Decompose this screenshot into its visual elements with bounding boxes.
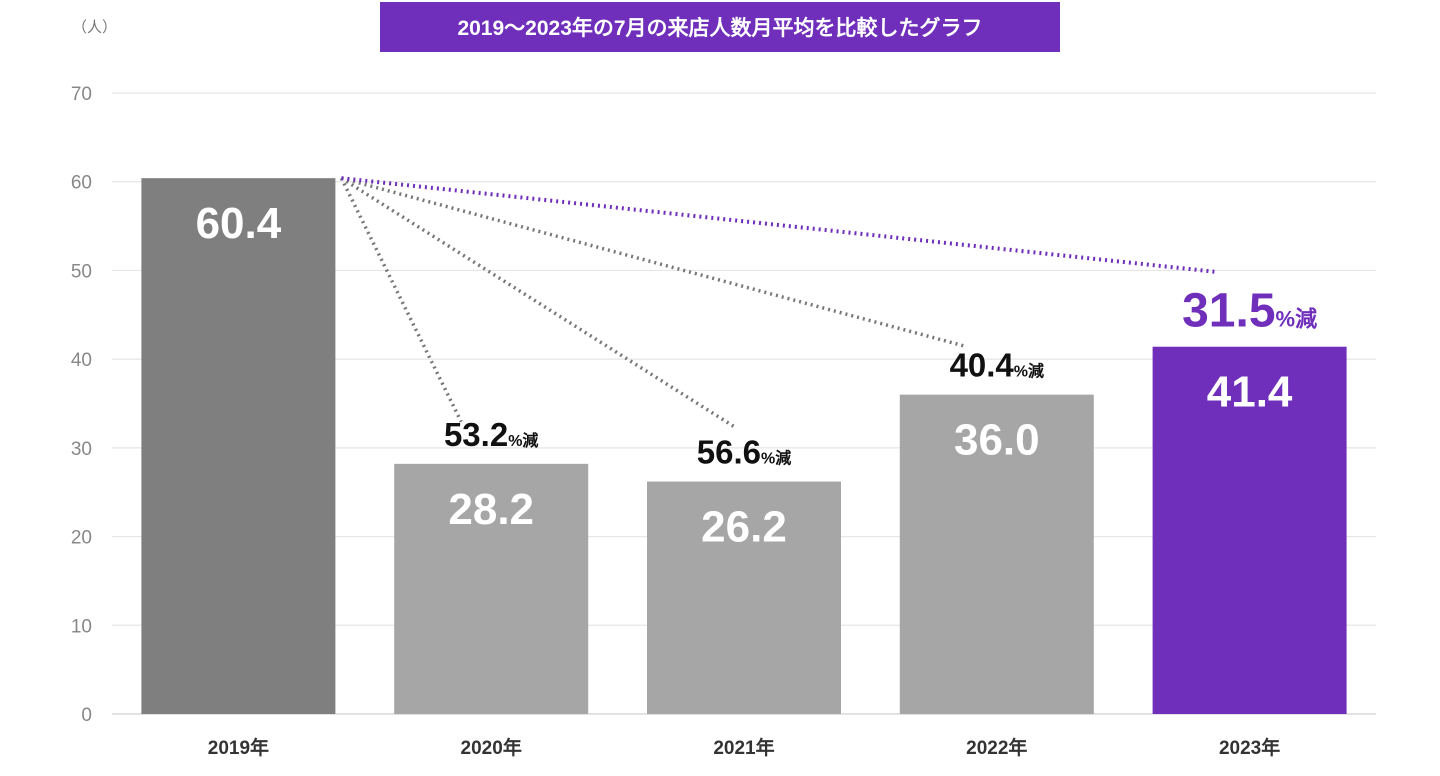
x-tick-label: 2020年	[461, 736, 522, 759]
bar-2019年	[141, 178, 336, 714]
y-tick-label-10: 10	[71, 616, 92, 637]
x-tick-label: 2021年	[713, 736, 774, 759]
decrease-percent-unit: %減	[761, 449, 791, 468]
decrease-percent-unit: %減	[1014, 362, 1044, 381]
comparison-line-2022年	[340, 176, 968, 349]
chart-title: 2019～2023年の7月の来店人数月平均を比較したグラフ	[380, 2, 1060, 52]
y-tick-label-0: 0	[81, 705, 92, 726]
decrease-percent-unit: %減	[1276, 307, 1318, 332]
comparison-line-2023年	[341, 176, 1215, 274]
y-axis-unit-label: （人）	[72, 19, 118, 36]
decrease-percent-value: 56.6	[697, 434, 761, 471]
decrease-annotation: 53.2%減	[444, 416, 538, 453]
y-tick-label-70: 70	[71, 84, 92, 105]
y-tick-label-50: 50	[71, 261, 92, 282]
decrease-percent-value: 40.4	[950, 347, 1015, 384]
decrease-percent-unit: %減	[508, 431, 538, 450]
y-tick-label-20: 20	[71, 528, 92, 549]
y-tick-label-30: 30	[71, 439, 92, 460]
bar-value-label: 36.0	[954, 416, 1040, 465]
x-tick-label: 2023年	[1219, 736, 1280, 759]
comparison-line-2020年	[339, 177, 463, 423]
bar-2023年	[1152, 346, 1347, 714]
y-tick-label-60: 60	[71, 173, 92, 194]
bar-value-label: 60.4	[196, 199, 282, 248]
decrease-annotation: 40.4%減	[950, 347, 1044, 384]
bar-2022年	[899, 394, 1094, 714]
decrease-percent-value: 53.2	[444, 416, 508, 453]
decrease-annotation: 31.5%減	[1182, 285, 1317, 338]
bar-2020年	[394, 463, 589, 714]
x-tick-label: 2022年	[966, 736, 1027, 759]
decrease-annotation: 56.6%減	[697, 434, 791, 471]
bar-2021年	[647, 481, 841, 714]
bar-value-label: 28.2	[448, 485, 534, 534]
x-tick-label: 2019年	[208, 736, 269, 759]
y-tick-label-40: 40	[71, 350, 92, 371]
bar-value-label: 26.2	[701, 503, 787, 552]
bar-value-label: 41.4	[1207, 368, 1293, 417]
decrease-percent-value: 31.5	[1182, 285, 1275, 338]
comparison-line-2021年	[340, 176, 735, 429]
